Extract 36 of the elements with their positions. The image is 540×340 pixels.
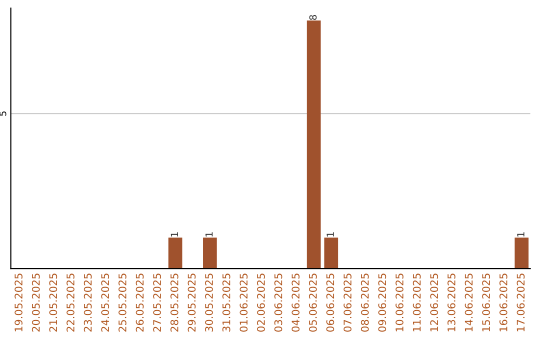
x-tick-label: 11.06.2025 — [412, 274, 421, 332]
data-label: 1 — [326, 232, 334, 237]
x-tick-label: 08.06.2025 — [360, 274, 369, 332]
x-tick-label: 01.06.2025 — [240, 274, 248, 332]
x-tick-label: 22.05.2025 — [66, 274, 74, 332]
x-tick-label: 02.06.2025 — [257, 274, 265, 332]
x-tick-label: 31.05.2025 — [222, 274, 230, 332]
x-tick-label: 03.06.2025 — [274, 274, 282, 332]
x-tick-label: 27.05.2025 — [153, 274, 162, 332]
x-tick-label: 17.06.2025 — [516, 274, 525, 332]
x-tick-label: 07.06.2025 — [344, 274, 352, 332]
x-tick-label: 04.06.2025 — [292, 274, 300, 332]
x-tick-label: 29.05.2025 — [188, 274, 196, 332]
x-tick-label: 10.06.2025 — [396, 274, 404, 332]
x-tick-label: 26.05.2025 — [136, 274, 144, 332]
x-tick-label: 05.06.2025 — [308, 274, 317, 332]
data-label: 1 — [206, 232, 213, 237]
x-tick-label: 19.05.2025 — [14, 274, 22, 332]
x-tick-label: 15.06.2025 — [482, 274, 490, 332]
x-tick-label: 16.06.2025 — [499, 274, 508, 332]
x-tick-label: 23.05.2025 — [84, 274, 92, 332]
x-tick-label: 28.05.2025 — [170, 274, 178, 332]
x-tick-label: 09.06.2025 — [378, 274, 386, 332]
x-tick-label: 20.05.2025 — [32, 274, 40, 332]
y-tick-label: 5 — [0, 111, 6, 116]
x-tick-label: 30.05.2025 — [205, 274, 213, 332]
x-tick-label: 24.05.2025 — [101, 274, 110, 332]
data-label: 1 — [170, 232, 178, 237]
x-tick-label: 21.05.2025 — [49, 274, 58, 332]
x-tick-label: 06.06.2025 — [326, 274, 334, 332]
x-tick-label: 13.06.2025 — [448, 274, 456, 332]
data-label: 8 — [309, 15, 317, 20]
x-tick-label: 14.06.2025 — [464, 274, 473, 332]
data-label: 1 — [517, 232, 524, 237]
x-tick-label: 25.05.2025 — [118, 274, 126, 332]
x-tick-label: 12.06.2025 — [430, 274, 438, 332]
